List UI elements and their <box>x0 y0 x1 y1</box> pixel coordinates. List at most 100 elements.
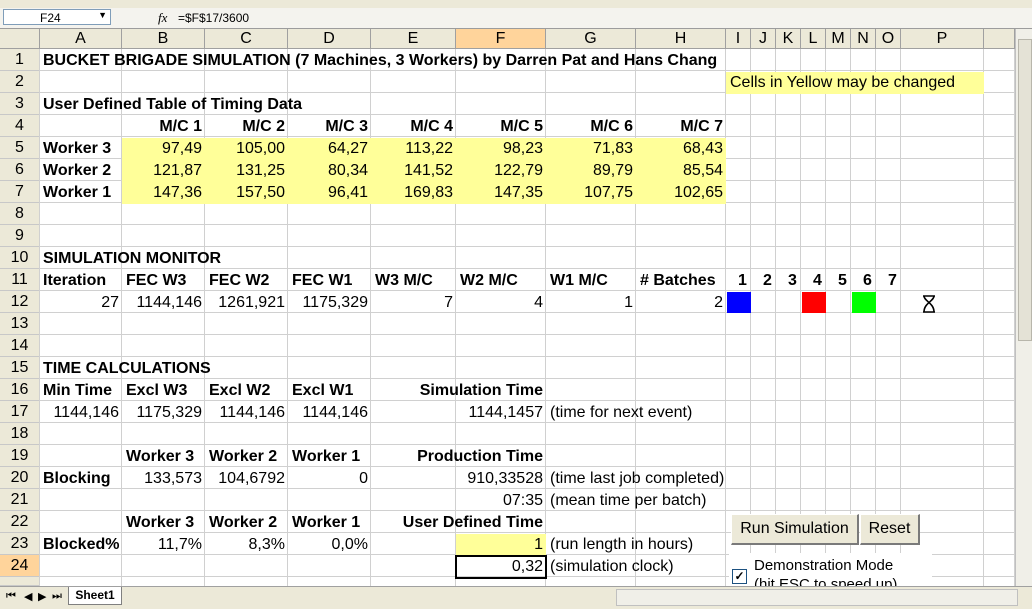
run-simulation-button[interactable]: Run Simulation <box>731 514 859 545</box>
row-header-25[interactable] <box>0 577 40 586</box>
column-header-a[interactable]: A <box>40 29 122 49</box>
timing-cell[interactable]: 85,54 <box>682 162 723 179</box>
yellow-note-bg <box>726 72 984 94</box>
timing-cell[interactable]: 121,87 <box>153 162 202 179</box>
row-header-18[interactable]: 18 <box>0 423 40 445</box>
row-header-11[interactable]: 11 <box>0 269 40 291</box>
column-header-i[interactable]: I <box>726 29 751 49</box>
timing-cell[interactable]: 169,83 <box>404 184 453 201</box>
row-header-19[interactable]: 19 <box>0 445 40 467</box>
run-length-input[interactable]: 1 <box>534 536 543 553</box>
scroll-thumb[interactable] <box>1018 39 1032 341</box>
column-header-o[interactable]: O <box>876 29 901 49</box>
grid-vline <box>750 49 751 586</box>
monitor-value: 2 <box>714 294 723 311</box>
row-header-12[interactable]: 12 <box>0 291 40 313</box>
timing-cell[interactable]: 122,79 <box>494 162 543 179</box>
hourglass-icon <box>921 295 937 313</box>
column-header-f[interactable]: F <box>456 29 546 49</box>
row-header-1[interactable]: 1 <box>0 49 40 71</box>
column-header-q[interactable] <box>984 29 1015 49</box>
column-header-e[interactable]: E <box>371 29 456 49</box>
last-sheet-icon[interactable]: ⏭ <box>52 590 62 602</box>
column-header-m[interactable]: M <box>826 29 851 49</box>
timing-cell[interactable]: 96,41 <box>327 184 368 201</box>
row-header-3[interactable]: 3 <box>0 93 40 115</box>
timing-cell[interactable]: 147,35 <box>494 184 543 201</box>
row-header-24[interactable]: 24 <box>0 555 40 577</box>
formula-bar: F24 ▼ fx =$F$17/3600 <box>0 8 1032 29</box>
sim-clock-value[interactable]: 0,32 <box>511 558 543 575</box>
row-header-8[interactable]: 8 <box>0 203 40 225</box>
timing-cell[interactable]: 68,43 <box>682 140 723 157</box>
mean-time-note: (mean time per batch) <box>550 492 707 509</box>
row-header-9[interactable]: 9 <box>0 225 40 247</box>
row-header-22[interactable]: 22 <box>0 511 40 533</box>
timing-cell[interactable]: 147,36 <box>153 184 202 201</box>
first-sheet-icon[interactable]: ⏮ <box>6 590 16 602</box>
row-header-6[interactable]: 6 <box>0 159 40 181</box>
row-header-2[interactable]: 2 <box>0 71 40 93</box>
row-header-16[interactable]: 16 <box>0 379 40 401</box>
column-header-g[interactable]: G <box>546 29 636 49</box>
column-header-k[interactable]: K <box>776 29 801 49</box>
column-header-l[interactable]: L <box>801 29 826 49</box>
next-sheet-icon[interactable]: ▶ <box>38 591 47 603</box>
timing-cell[interactable]: 97,49 <box>161 140 202 157</box>
column-header-h[interactable]: H <box>636 29 726 49</box>
timing-cell[interactable]: 107,75 <box>584 184 633 201</box>
name-box[interactable]: F24 ▼ <box>3 9 111 25</box>
timing-cell[interactable]: 64,27 <box>327 140 368 157</box>
timing-cell[interactable]: 105,00 <box>236 140 285 157</box>
vertical-scrollbar[interactable] <box>1015 29 1032 586</box>
row-header-5[interactable]: 5 <box>0 137 40 159</box>
timing-cell[interactable]: 131,25 <box>236 162 285 179</box>
grid-vline <box>983 49 984 586</box>
grid-hline <box>40 224 1015 225</box>
reset-button[interactable]: Reset <box>860 514 920 545</box>
row-header-10[interactable]: 10 <box>0 247 40 269</box>
column-header-c[interactable]: C <box>205 29 288 49</box>
row-header-21[interactable]: 21 <box>0 489 40 511</box>
column-header-p[interactable]: P <box>901 29 984 49</box>
row-header-15[interactable]: 15 <box>0 357 40 379</box>
timing-cell[interactable]: 80,34 <box>327 162 368 179</box>
timing-cell[interactable]: 98,23 <box>502 140 543 157</box>
select-all-corner[interactable] <box>0 29 40 49</box>
tab-sheet1[interactable]: Sheet1 <box>68 587 122 605</box>
grid-vline <box>39 49 40 586</box>
column-header-d[interactable]: D <box>288 29 371 49</box>
column-header-j[interactable]: J <box>751 29 776 49</box>
row-header-4[interactable]: 4 <box>0 115 40 137</box>
machine-6-indicator <box>852 292 876 313</box>
fx-icon[interactable]: fx <box>158 10 168 25</box>
row-header-20[interactable]: 20 <box>0 467 40 489</box>
timing-cell[interactable]: 102,65 <box>674 184 723 201</box>
row-header-17[interactable]: 17 <box>0 401 40 423</box>
timing-cell[interactable]: 157,50 <box>236 184 285 201</box>
row-header-14[interactable]: 14 <box>0 335 40 357</box>
horizontal-scrollbar[interactable] <box>616 589 1018 606</box>
column-header-n[interactable]: N <box>851 29 876 49</box>
blocking-label: Blocking <box>43 470 111 487</box>
chevron-down-icon[interactable]: ▼ <box>98 10 107 20</box>
timing-cell[interactable]: 141,52 <box>404 162 453 179</box>
timing-cell[interactable]: 71,83 <box>592 140 633 157</box>
row-header-23[interactable]: 23 <box>0 533 40 555</box>
blocked-pct-value: 0,0% <box>331 536 368 553</box>
timing-cell[interactable]: 113,22 <box>405 140 453 157</box>
timing-cell[interactable]: 89,79 <box>592 162 633 179</box>
column-header-b[interactable]: B <box>122 29 205 49</box>
grid-vline <box>775 49 776 586</box>
monitor-value: 1 <box>624 294 633 311</box>
prev-sheet-icon[interactable]: ◀ <box>24 591 33 603</box>
time-value: 1144,146 <box>302 404 368 421</box>
row-header-13[interactable]: 13 <box>0 313 40 335</box>
formula-input[interactable]: =$F$17/3600 <box>178 11 250 25</box>
row-header-7[interactable]: 7 <box>0 181 40 203</box>
demo-mode-checkbox[interactable]: ✓ <box>732 569 747 584</box>
sim-clock-note: (simulation clock) <box>550 558 674 575</box>
grid-vline <box>1014 49 1015 586</box>
monitor-header: W1 M/C <box>550 272 608 289</box>
demo-mode-control[interactable]: ✓ Demonstration Mode (hit ESC to speed u… <box>729 553 932 586</box>
